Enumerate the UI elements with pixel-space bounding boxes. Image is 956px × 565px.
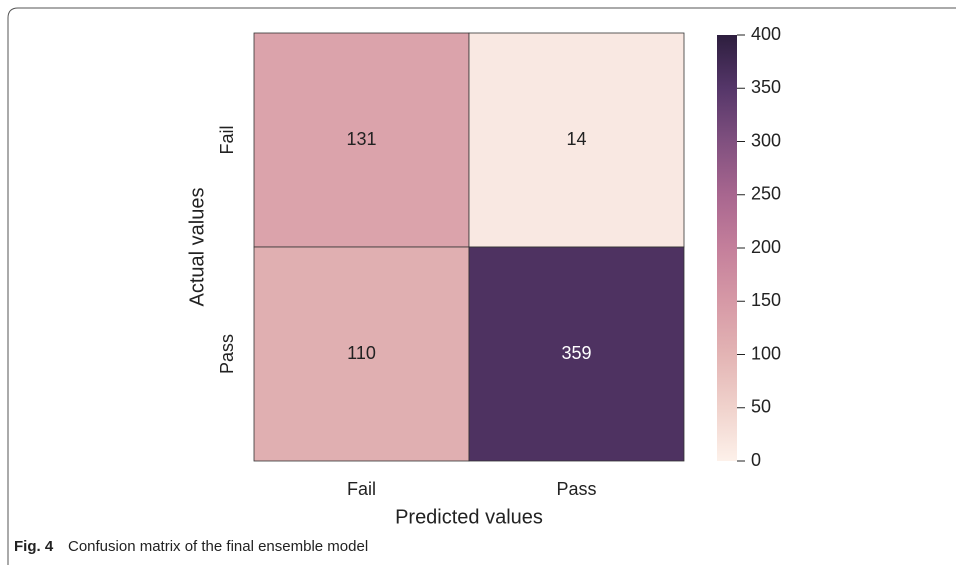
x-axis-label: Predicted values — [395, 506, 543, 528]
colorbar-tick-label: 250 — [751, 184, 781, 204]
y-tick-label: Pass — [217, 334, 237, 374]
caption: Confusion matrix of the final ensemble m… — [68, 538, 368, 555]
cell-label: 110 — [347, 343, 376, 363]
colorbar-tick-label: 100 — [751, 343, 781, 363]
colorbar-tick-label: 300 — [751, 130, 781, 150]
frame — [7, 7, 956, 565]
colorbar-tick-label: 200 — [751, 237, 781, 257]
cell-label: 131 — [346, 129, 376, 149]
caption-label: Fig. 4 — [14, 538, 54, 555]
colorbar — [717, 35, 737, 461]
colorbar-tick-label: 0 — [751, 450, 761, 470]
colorbar-tick-label: 350 — [751, 77, 781, 97]
colorbar-tick-label: 150 — [751, 290, 781, 310]
x-tick-label: Pass — [556, 479, 596, 499]
cell-label: 14 — [566, 129, 586, 149]
y-tick-label: Fail — [217, 125, 237, 154]
heatmap-cell — [253, 246, 470, 462]
heatmap-cell — [468, 246, 685, 462]
y-axis-label: Actual values — [186, 188, 208, 307]
cell-label: 359 — [561, 343, 591, 363]
colorbar-tick-label: 400 — [751, 24, 781, 44]
heatmap-cell — [468, 32, 685, 248]
x-tick-label: Fail — [347, 479, 376, 499]
colorbar-tick-label: 50 — [751, 397, 771, 417]
